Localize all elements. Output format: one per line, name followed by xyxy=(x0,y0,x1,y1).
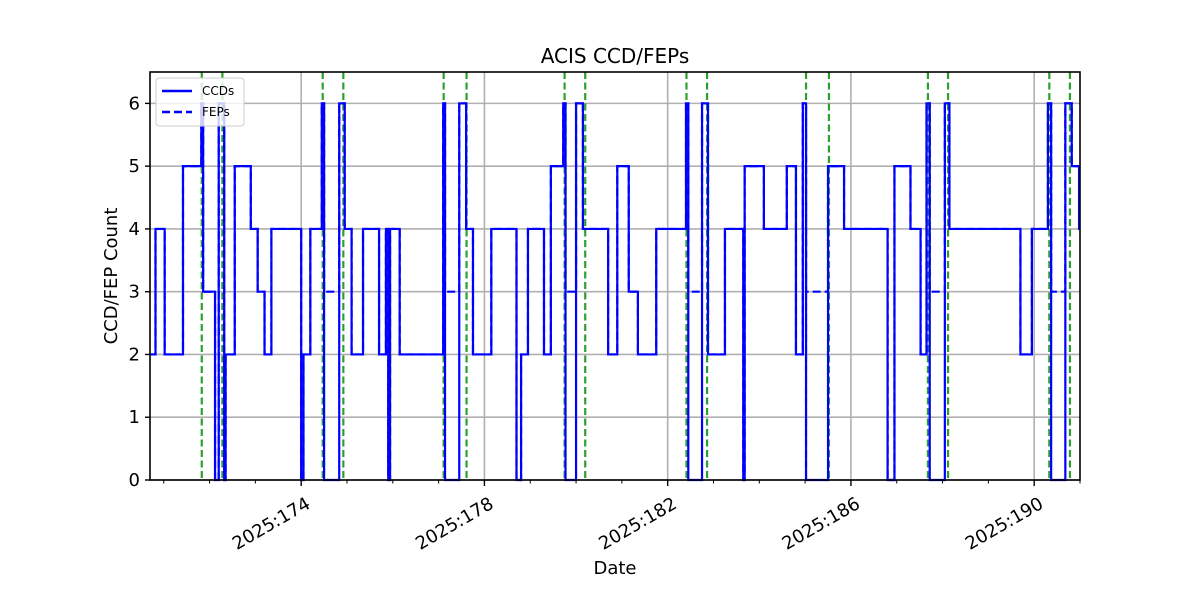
series-ccds-line xyxy=(150,102,1081,482)
y-tick-label: 6 xyxy=(129,93,140,114)
series-lines xyxy=(150,102,1081,482)
y-tick-label: 0 xyxy=(129,470,140,491)
legend: CCDs FEPs xyxy=(155,77,245,127)
chart-title: ACIS CCD/FEPs xyxy=(541,44,690,68)
legend-feps-label: FEPs xyxy=(202,105,230,119)
plot-area xyxy=(150,72,1080,480)
plot-frame xyxy=(149,71,1081,481)
y-tick-label: 4 xyxy=(129,219,140,240)
y-tick-label: 5 xyxy=(129,156,140,177)
legend-ccds-label: CCDs xyxy=(202,84,234,98)
y-tick-label: 1 xyxy=(129,407,140,428)
x-axis-label: Date xyxy=(593,558,636,579)
y-axis-label: CCD/FEP Count xyxy=(101,208,122,345)
y-axis: 0 1 2 3 4 5 6 xyxy=(129,93,150,491)
y-tick-label: 2 xyxy=(129,344,140,365)
y-tick-label: 3 xyxy=(129,282,140,303)
